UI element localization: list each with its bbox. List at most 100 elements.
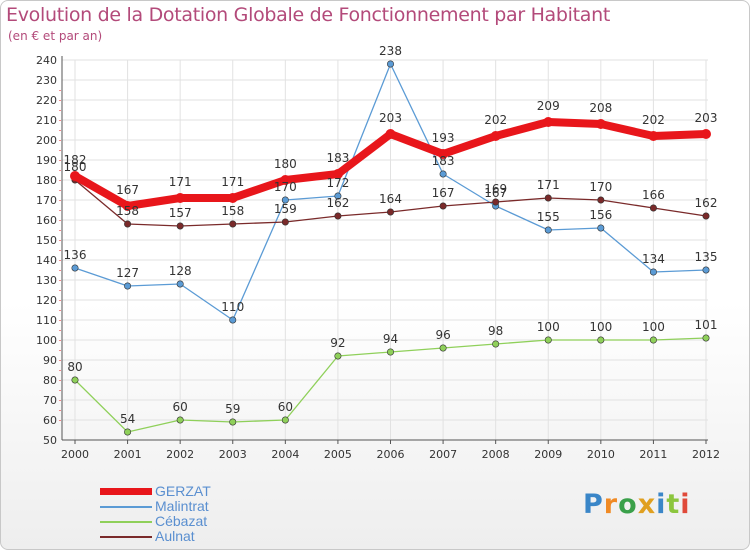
data-label: 98 bbox=[488, 324, 503, 338]
data-point-aulnat bbox=[386, 208, 394, 216]
legend-swatch-malintrat bbox=[100, 506, 152, 508]
y-tick-label: 130 bbox=[36, 274, 57, 287]
data-point-gerzat bbox=[648, 131, 659, 141]
data-point-cébazat bbox=[649, 336, 657, 344]
data-label: 180 bbox=[274, 157, 297, 171]
data-point-aulnat bbox=[492, 198, 500, 206]
legend-item-gerzat: GERZAT bbox=[100, 483, 300, 499]
data-point-malintrat bbox=[71, 264, 79, 272]
legend-label-gerzat: GERZAT bbox=[155, 483, 211, 499]
x-tick-label: 2008 bbox=[482, 448, 510, 461]
data-label: 164 bbox=[379, 192, 402, 206]
data-label: 136 bbox=[64, 248, 87, 262]
data-label: 167 bbox=[432, 186, 455, 200]
proxiti-logo: Proxiti bbox=[583, 489, 691, 520]
data-label: 202 bbox=[484, 113, 507, 127]
y-tick-label: 180 bbox=[36, 174, 57, 187]
data-point-malintrat bbox=[544, 226, 552, 234]
data-label: 96 bbox=[435, 328, 450, 342]
x-tick-label: 2006 bbox=[377, 448, 405, 461]
data-label: 202 bbox=[642, 113, 665, 127]
series-layer bbox=[70, 60, 711, 436]
data-label: 166 bbox=[642, 188, 665, 202]
legend-item-malintrat: Malintrat bbox=[100, 498, 300, 514]
y-tick-label: 140 bbox=[36, 254, 57, 267]
data-point-malintrat bbox=[176, 280, 184, 288]
axes: 50 60 70 80 90 100 110 120 130 140 150 160 170 180 190… bbox=[36, 54, 720, 461]
y-tick-label: 110 bbox=[36, 314, 57, 327]
data-point-cébazat bbox=[702, 334, 710, 342]
data-label: 135 bbox=[695, 250, 718, 264]
x-tick-label: 2012 bbox=[692, 448, 720, 461]
data-point-aulnat bbox=[702, 212, 710, 220]
data-point-gerzat bbox=[227, 193, 238, 203]
data-label: 127 bbox=[116, 266, 139, 280]
data-point-aulnat bbox=[649, 204, 657, 212]
data-point-malintrat bbox=[334, 192, 342, 200]
legend-label-malintrat: Malintrat bbox=[155, 498, 209, 514]
x-tick-label: 2009 bbox=[534, 448, 562, 461]
x-tick-label: 2005 bbox=[324, 448, 352, 461]
data-point-aulnat bbox=[334, 212, 342, 220]
data-label: 170 bbox=[274, 180, 297, 194]
data-point-malintrat bbox=[597, 224, 605, 232]
data-point-aulnat bbox=[597, 196, 605, 204]
x-tick-label: 2011 bbox=[639, 448, 667, 461]
x-tick-label: 2001 bbox=[114, 448, 142, 461]
data-label: 167 bbox=[116, 183, 139, 197]
data-label: 100 bbox=[589, 320, 612, 334]
y-tick-label: 60 bbox=[43, 414, 57, 427]
data-label: 60 bbox=[173, 400, 188, 414]
y-tick-label: 50 bbox=[43, 434, 57, 447]
data-label: 169 bbox=[484, 182, 507, 196]
y-tick-label: 150 bbox=[36, 234, 57, 247]
data-label: 183 bbox=[432, 154, 455, 168]
data-label: 183 bbox=[326, 151, 349, 165]
data-point-gerzat bbox=[175, 193, 186, 203]
data-point-malintrat bbox=[229, 316, 237, 324]
data-label: 162 bbox=[326, 196, 349, 210]
y-tick-label: 90 bbox=[43, 354, 57, 367]
data-point-gerzat bbox=[438, 149, 449, 159]
data-label: 54 bbox=[120, 412, 135, 426]
y-tick-label: 200 bbox=[36, 134, 57, 147]
y-tick-label: 80 bbox=[43, 374, 57, 387]
data-label: 100 bbox=[537, 320, 560, 334]
y-tick-label: 220 bbox=[36, 94, 57, 107]
data-label: 128 bbox=[169, 264, 192, 278]
y-tick-label: 160 bbox=[36, 214, 57, 227]
data-point-cébazat bbox=[334, 352, 342, 360]
legend-swatch-cebazat bbox=[100, 521, 152, 523]
logo-letter: P bbox=[583, 489, 604, 520]
legend-label-cebazat: Cébazat bbox=[155, 513, 208, 529]
x-tick-label: 2010 bbox=[587, 448, 615, 461]
data-point-aulnat bbox=[229, 220, 237, 228]
data-point-cébazat bbox=[281, 416, 289, 424]
data-label: 110 bbox=[221, 300, 244, 314]
x-tick-label: 2000 bbox=[61, 448, 89, 461]
data-label: 101 bbox=[695, 318, 718, 332]
data-point-malintrat bbox=[281, 196, 289, 204]
data-point-gerzat bbox=[543, 117, 554, 127]
data-label: 238 bbox=[379, 44, 402, 58]
logo-letter: t bbox=[666, 489, 681, 520]
data-label: 193 bbox=[432, 131, 455, 145]
data-label: 209 bbox=[537, 99, 560, 113]
logo-letter: i bbox=[680, 489, 691, 520]
data-label: 203 bbox=[695, 111, 718, 125]
data-label: 156 bbox=[589, 208, 612, 222]
chart-title: Evolution de la Dotation Globale de Fonc… bbox=[6, 4, 611, 26]
data-point-cébazat bbox=[492, 340, 500, 348]
data-point-cébazat bbox=[229, 418, 237, 426]
y-tick-label: 230 bbox=[36, 74, 57, 87]
data-point-cébazat bbox=[124, 428, 132, 436]
data-labels: 136 127 128 110 170 172 238 183 167 155 156 134 135 8… bbox=[64, 44, 718, 426]
data-point-gerzat bbox=[385, 129, 396, 139]
y-tick-label: 100 bbox=[36, 334, 57, 347]
y-tick-label: 170 bbox=[36, 194, 57, 207]
y-tick-label: 240 bbox=[36, 54, 57, 67]
logo-letter: o bbox=[618, 489, 638, 520]
legend-swatch-aulnat bbox=[100, 536, 152, 538]
data-label: 158 bbox=[116, 204, 139, 218]
